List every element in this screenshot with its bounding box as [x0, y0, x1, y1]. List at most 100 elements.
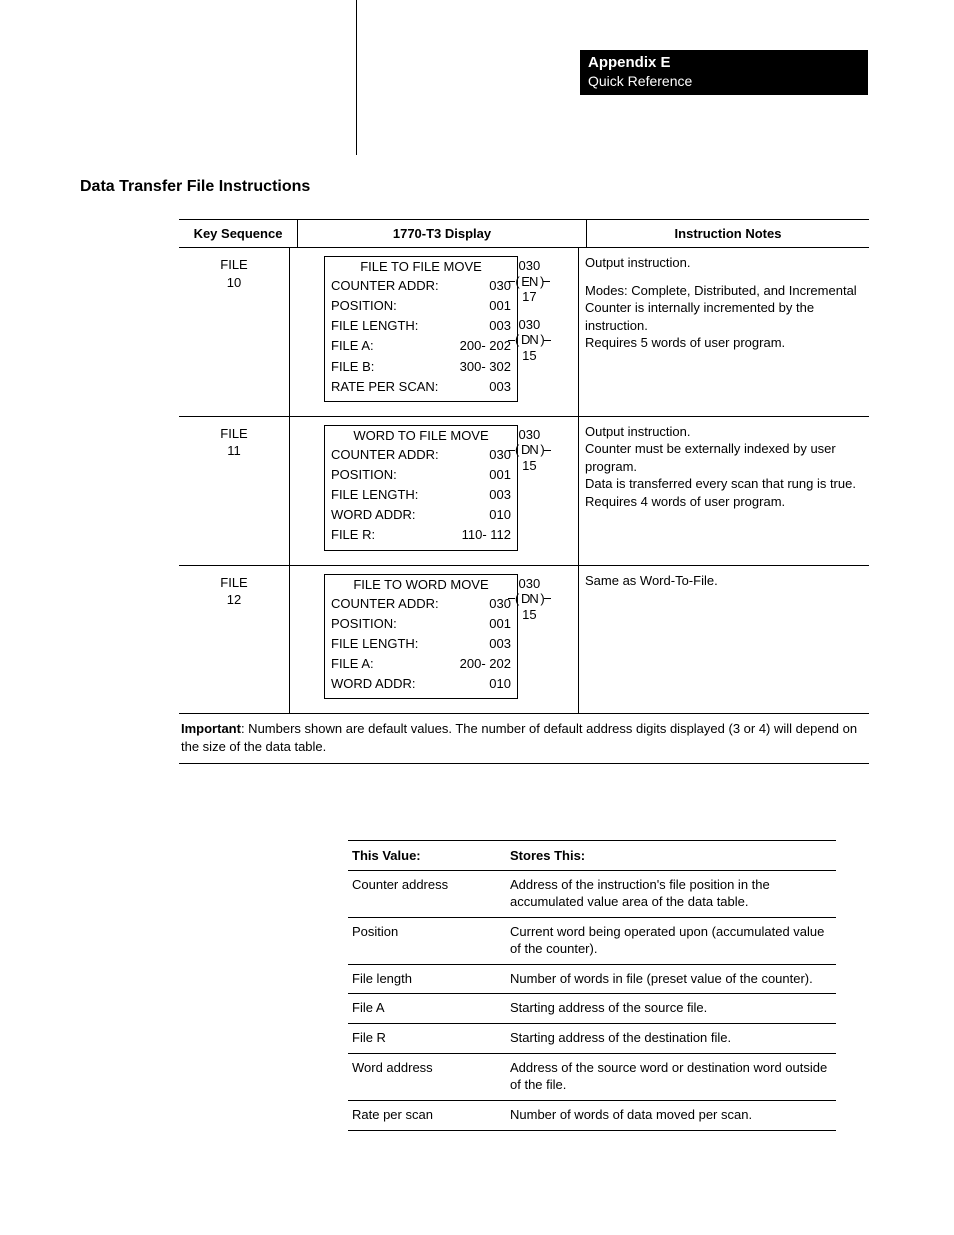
display-box: FILE TO WORD MOVE COUNTER ADDR:030POSITIO… — [324, 574, 518, 700]
footnote-label: Important — [181, 721, 241, 736]
display-box: WORD TO FILE MOVECOUNTER ADDR:030POSITIO… — [324, 425, 518, 551]
value-row: Word addressAddress of the source word o… — [348, 1054, 836, 1101]
th-display: 1770-T3 Display — [298, 220, 587, 247]
coil-addr: 030 — [508, 258, 551, 274]
field-label: COUNTER ADDR: — [331, 445, 439, 465]
key-line2: 11 — [227, 443, 241, 458]
field-label: COUNTER ADDR: — [331, 276, 439, 296]
coil-bit: 15 — [508, 607, 551, 623]
field-label: COUNTER ADDR: — [331, 594, 439, 614]
instruction-rows: FILE10FILE TO FILE MOVECOUNTER ADDR:030P… — [179, 248, 869, 714]
note-line: Counter must be externally indexed by us… — [585, 440, 865, 475]
value-desc: Starting address of the source file. — [506, 994, 836, 1023]
value-name: Position — [348, 918, 506, 964]
vth-this-value: This Value: — [348, 841, 506, 870]
coil-outputs: 030( DN )15 — [508, 427, 551, 474]
display-field: FILE LENGTH:003 — [331, 316, 511, 336]
display-title: FILE TO WORD MOVE — [331, 577, 511, 592]
table-row: FILE10FILE TO FILE MOVECOUNTER ADDR:030P… — [179, 248, 869, 417]
note-line: Data is transferred every scan that rung… — [585, 475, 865, 493]
field-label: FILE B: — [331, 357, 374, 377]
field-label: FILE LENGTH: — [331, 485, 418, 505]
appendix-subtitle: Quick Reference — [588, 73, 860, 91]
key-line1: FILE — [220, 575, 247, 590]
coil-symbol: ( DN ) — [508, 591, 551, 607]
display-field: RATE PER SCAN: 003 — [331, 377, 511, 397]
notes-cell: Output instruction.Counter must be exter… — [579, 417, 869, 565]
instruction-table: Key Sequence 1770-T3 Display Instruction… — [179, 219, 869, 764]
coil-symbol: ( EN ) — [508, 274, 551, 290]
field-label: FILE A: — [331, 654, 374, 674]
note-line: Same as Word-To-File. — [585, 572, 865, 590]
value-name: Rate per scan — [348, 1101, 506, 1130]
notes-cell: Same as Word-To-File. — [579, 566, 869, 714]
coil: 030( EN )17 — [508, 258, 551, 305]
field-label: RATE PER SCAN: — [331, 377, 438, 397]
value-desc: Number of words in file (preset value of… — [506, 965, 836, 994]
coil: 030( DN )15 — [508, 317, 551, 364]
coil-bit: 15 — [508, 458, 551, 474]
note-line: Requires 5 words of user program. — [585, 334, 865, 352]
display-field: FILE A: 200- 202 — [331, 654, 511, 674]
value-name: File R — [348, 1024, 506, 1053]
field-value: 003 — [489, 634, 511, 654]
page: Appendix E Quick Reference Data Transfer… — [0, 0, 954, 1235]
value-desc: Current word being operated upon (accumu… — [506, 918, 836, 964]
value-row: PositionCurrent word being operated upon… — [348, 918, 836, 965]
th-key-sequence: Key Sequence — [179, 220, 298, 247]
vth-stores-this: Stores This: — [506, 841, 836, 870]
field-value: 010 — [489, 505, 511, 525]
coil-outputs: 030( EN )17030( DN )15 — [508, 258, 551, 364]
footnote: Important: Numbers shown are default val… — [179, 714, 869, 764]
display-field: FILE A:200- 202 — [331, 336, 511, 356]
display-cell: WORD TO FILE MOVECOUNTER ADDR:030POSITIO… — [290, 417, 579, 565]
value-table-head: This Value: Stores This: — [348, 840, 836, 871]
display-field: COUNTER ADDR:030 — [331, 445, 511, 465]
table-row: FILE 12 FILE TO WORD MOVE COUNTER ADDR:030P… — [179, 566, 869, 715]
field-label: FILE LENGTH: — [331, 634, 418, 654]
value-row: Rate per scanNumber of words of data mov… — [348, 1101, 836, 1131]
coil-addr: 030 — [508, 317, 551, 333]
field-label: POSITION: — [331, 296, 397, 316]
display-title: FILE TO FILE MOVE — [331, 259, 511, 274]
field-value: 003 — [489, 485, 511, 505]
key-line1: FILE — [220, 426, 247, 441]
footnote-text: : Numbers shown are default values. The … — [181, 721, 857, 754]
value-desc: Starting address of the destination file… — [506, 1024, 836, 1053]
coil-addr: 030 — [508, 427, 551, 443]
section-title: Data Transfer File Instructions — [80, 178, 310, 196]
header-box: Appendix E Quick Reference — [580, 50, 868, 95]
field-label: WORD ADDR: — [331, 505, 416, 525]
field-label: FILE R: — [331, 525, 375, 545]
note-line: Output instruction. — [585, 423, 865, 441]
key-line2: 12 — [227, 592, 241, 607]
field-label: FILE LENGTH: — [331, 316, 418, 336]
key-sequence-cell: FILE10 — [179, 248, 290, 416]
notes-cell: Output instruction. Modes: Complete, Dist… — [579, 248, 869, 416]
coil-symbol: ( DN ) — [508, 332, 551, 348]
note-line: Requires 4 words of user program. — [585, 493, 865, 511]
field-label: POSITION: — [331, 614, 397, 634]
value-row: File lengthNumber of words in file (pres… — [348, 965, 836, 995]
display-field: FILE LENGTH: 003 — [331, 634, 511, 654]
display-field: WORD ADDR:010 — [331, 674, 511, 694]
display-field: POSITION:001 — [331, 296, 511, 316]
field-value: 003 — [489, 377, 511, 397]
coil-outputs: 030( DN )15 — [508, 576, 551, 623]
display-field: COUNTER ADDR:030 — [331, 594, 511, 614]
value-table: This Value: Stores This: Counter address… — [348, 840, 836, 1131]
display-box: FILE TO FILE MOVECOUNTER ADDR:030POSITIO… — [324, 256, 518, 402]
coil-bit: 17 — [508, 289, 551, 305]
note-line: Modes: Complete, Distributed, and Increm… — [585, 282, 865, 335]
value-rows: Counter addressAddress of the instructio… — [348, 871, 836, 1131]
key-line2: 10 — [227, 275, 241, 290]
field-value: 200- 202 — [460, 654, 511, 674]
display-cell: FILE TO WORD MOVE COUNTER ADDR:030POSITIO… — [290, 566, 579, 714]
display-title: WORD TO FILE MOVE — [331, 428, 511, 443]
note-line: Output instruction. — [585, 254, 865, 272]
value-name: Word address — [348, 1054, 506, 1100]
value-name: Counter address — [348, 871, 506, 917]
value-desc: Number of words of data moved per scan. — [506, 1101, 836, 1130]
field-value: 200- 202 — [460, 336, 511, 356]
coil-symbol: ( DN ) — [508, 442, 551, 458]
